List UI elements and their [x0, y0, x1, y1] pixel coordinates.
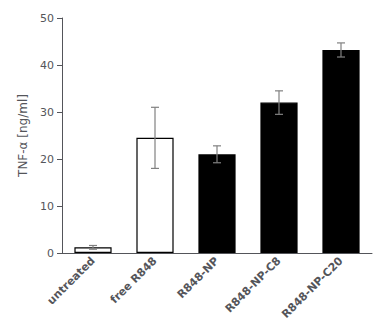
svg-text:10: 10	[40, 200, 54, 213]
svg-text:free R848: free R848	[108, 254, 160, 306]
svg-text:R848-NP: R848-NP	[175, 254, 222, 301]
svg-text:50: 50	[40, 12, 54, 25]
svg-text:TNF-α [ng/ml]: TNF-α [ng/ml]	[16, 94, 30, 178]
svg-text:R848-NP-C8: R848-NP-C8	[223, 254, 284, 315]
svg-text:30: 30	[40, 106, 54, 119]
svg-text:untreated: untreated	[45, 254, 98, 307]
svg-text:40: 40	[40, 59, 54, 72]
svg-text:0: 0	[47, 247, 54, 260]
svg-text:R848-NP-C20: R848-NP-C20	[279, 254, 346, 321]
svg-text:20: 20	[40, 153, 54, 166]
